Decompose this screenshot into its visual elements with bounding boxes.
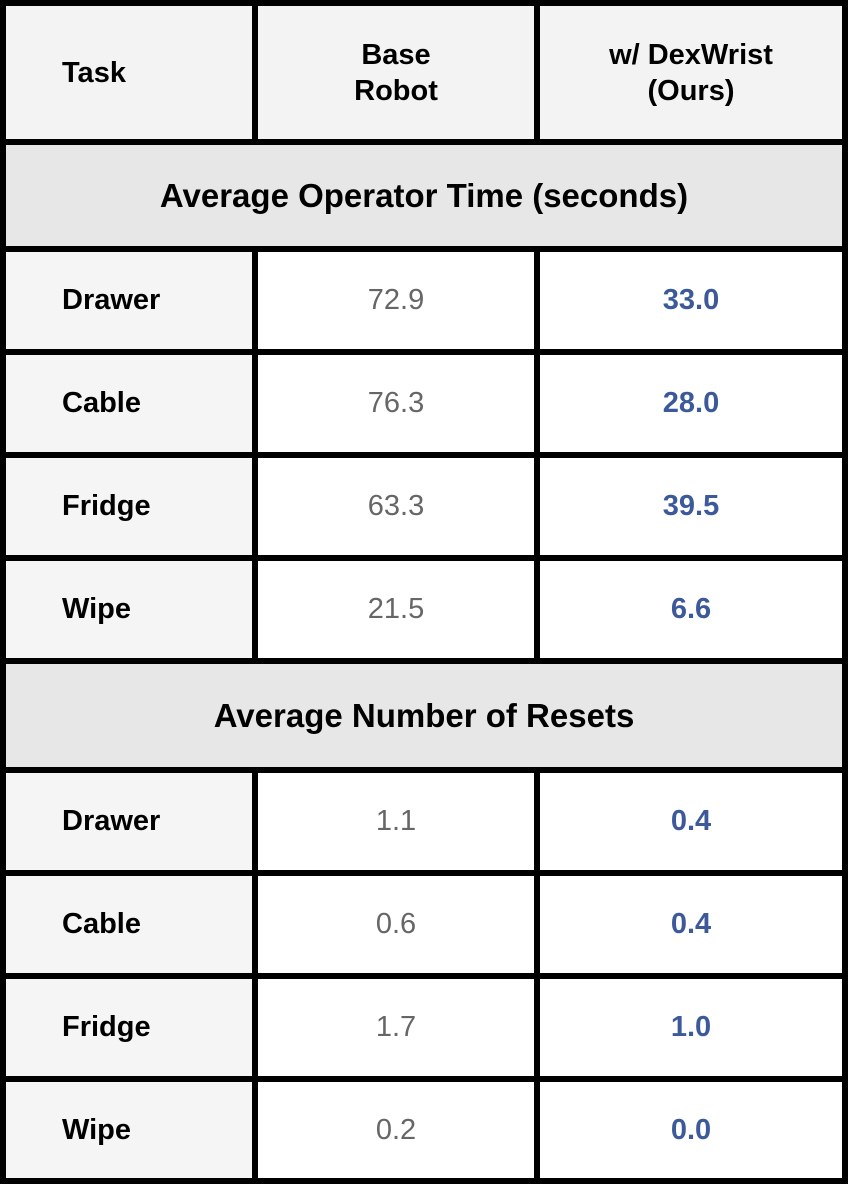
row-ours-value: 0.4 xyxy=(540,876,842,973)
row-task-label: Fridge xyxy=(6,458,252,555)
header-base-robot: Base Robot xyxy=(258,6,534,139)
section-title-operator-time: Average Operator Time (seconds) xyxy=(6,145,842,246)
row-base-value: 21.5 xyxy=(258,561,534,658)
row-ours-value: 33.0 xyxy=(540,252,842,349)
header-dexwrist: w/ DexWrist (Ours) xyxy=(540,6,842,139)
row-ours-value: 39.5 xyxy=(540,458,842,555)
row-task-label: Wipe xyxy=(6,1082,252,1178)
header-base-line2: Robot xyxy=(354,74,438,107)
header-ours-line2: (Ours) xyxy=(647,74,735,107)
row-base-value: 63.3 xyxy=(258,458,534,555)
row-base-value: 72.9 xyxy=(258,252,534,349)
row-base-value: 1.1 xyxy=(258,773,534,870)
row-base-value: 1.7 xyxy=(258,979,534,1076)
section-title-text: Average Operator Time (seconds) xyxy=(159,176,689,214)
header-task: Task xyxy=(6,6,252,139)
header-task-label: Task xyxy=(62,56,126,89)
section-title-text: Average Number of Resets xyxy=(213,696,635,734)
row-task-label: Drawer xyxy=(6,773,252,870)
row-ours-value: 28.0 xyxy=(540,355,842,452)
row-task-label: Drawer xyxy=(6,252,252,349)
row-ours-value: 6.6 xyxy=(540,561,842,658)
row-base-value: 76.3 xyxy=(258,355,534,452)
header-base-line1: Base xyxy=(361,38,431,71)
row-task-label: Fridge xyxy=(6,979,252,1076)
row-ours-value: 1.0 xyxy=(540,979,842,1076)
row-base-value: 0.6 xyxy=(258,876,534,973)
row-task-label: Wipe xyxy=(6,561,252,658)
header-ours-line1: w/ DexWrist xyxy=(609,38,773,71)
row-task-label: Cable xyxy=(6,355,252,452)
row-base-value: 0.2 xyxy=(258,1082,534,1178)
row-task-label: Cable xyxy=(6,876,252,973)
row-ours-value: 0.4 xyxy=(540,773,842,870)
section-title-resets: Average Number of Resets xyxy=(6,664,842,767)
row-ours-value: 0.0 xyxy=(540,1082,842,1178)
